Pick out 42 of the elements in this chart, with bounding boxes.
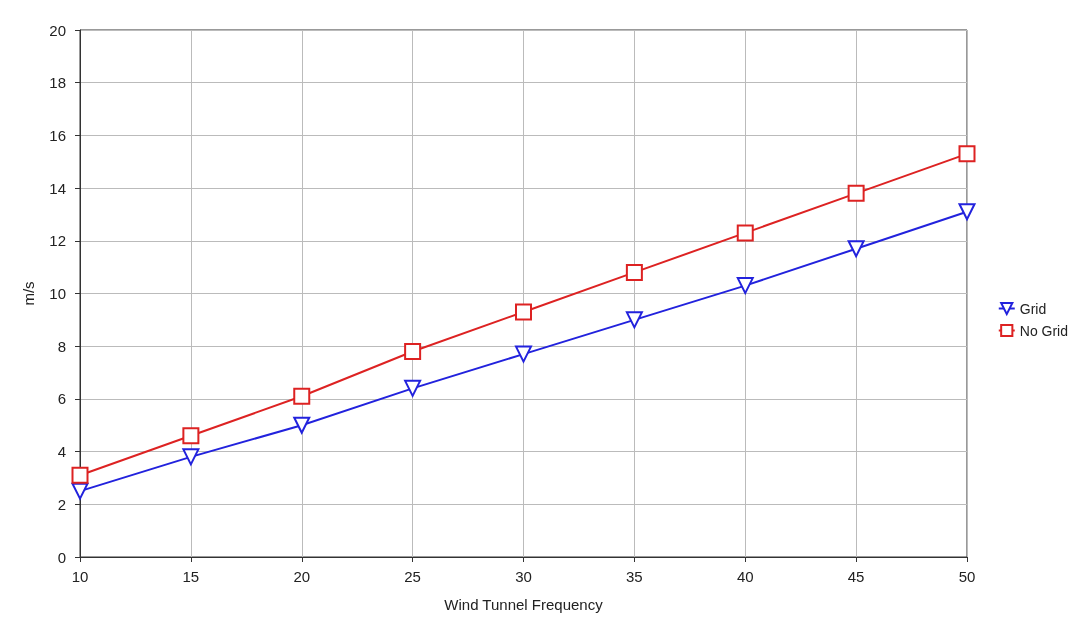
- point: [625, 263, 643, 281]
- point: [958, 145, 976, 163]
- point: [293, 416, 311, 434]
- x-tick-label: 30: [515, 568, 532, 585]
- point: [847, 184, 865, 202]
- point: [736, 224, 754, 242]
- y-tick-label: 0: [57, 548, 66, 566]
- legend-label: Grid: [1019, 300, 1047, 317]
- point: [71, 482, 89, 500]
- x-tick-label: 40: [736, 568, 754, 585]
- point: [182, 427, 200, 445]
- legend-label: No Grid: [1019, 322, 1068, 339]
- y-tick-label: 18: [49, 74, 66, 92]
- x-tick-label: 15: [182, 568, 200, 585]
- y-axis-title: m/s: [20, 281, 37, 306]
- point: [515, 303, 532, 321]
- y-tick-label: 8: [57, 337, 66, 355]
- y-tick-label: 12: [49, 232, 66, 250]
- x-tick-label: 35: [626, 568, 643, 585]
- y-tick-label: 14: [49, 179, 66, 197]
- y-tick-label: 4: [57, 443, 66, 461]
- point: [625, 311, 643, 329]
- y-tick-label: 10: [49, 285, 66, 302]
- x-axis-title: Wind Tunnel Frequency: [444, 596, 604, 613]
- x-tick-label: 25: [404, 568, 421, 585]
- point: [404, 342, 422, 360]
- y-tick-label: 16: [49, 126, 66, 144]
- point: [736, 277, 754, 295]
- y-tick-label: 2: [57, 495, 66, 513]
- point: [958, 203, 976, 221]
- point: [293, 387, 311, 405]
- point: [515, 345, 532, 363]
- x-tick-label: 45: [847, 568, 865, 585]
- y-tick-label: 6: [57, 390, 66, 408]
- x-tick-label: 50: [958, 568, 976, 585]
- y-tick-label: 20: [49, 21, 66, 39]
- x-tick-label: 20: [293, 568, 311, 585]
- point: [182, 448, 200, 466]
- point: [847, 240, 865, 258]
- x-tick-label: 10: [71, 568, 89, 585]
- point: [404, 379, 422, 397]
- point: [71, 466, 89, 484]
